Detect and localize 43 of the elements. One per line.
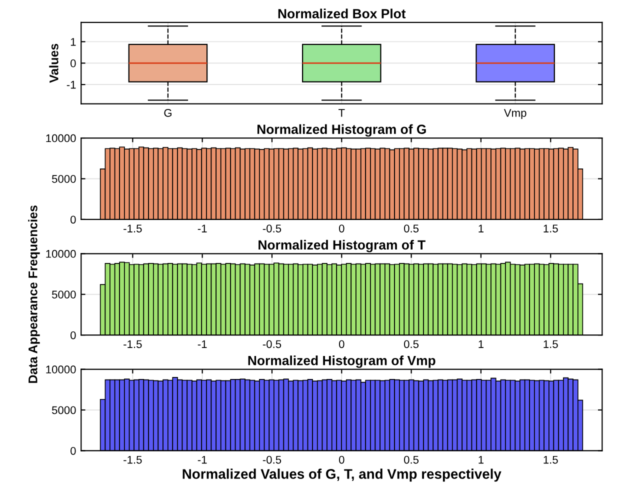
x-tick-label: -1.5: [124, 456, 142, 464]
x-tick-label: 0: [338, 224, 344, 232]
x-tick-label: Vmp: [504, 109, 526, 120]
y-tick-label: 5000: [52, 175, 76, 183]
y-tick-label: 10000: [46, 250, 76, 258]
x-tick-label: T: [338, 109, 345, 117]
x-tick-label: -1.5: [124, 340, 142, 348]
x-tick-label: -1.5: [124, 224, 142, 232]
x-tick-label: 0: [338, 456, 344, 464]
x-tick-label: -1: [198, 456, 207, 464]
x-tick-label: -0.5: [262, 456, 282, 464]
x-tick-label: -0.5: [262, 224, 282, 232]
x-tick-label: G: [164, 108, 172, 117]
x-tick-label: 1: [478, 456, 484, 464]
y-tick-label: 1: [70, 38, 76, 46]
x-tick-label: -1: [198, 224, 207, 232]
y-tick-label: 0: [70, 216, 76, 224]
y-tick-label: 5000: [52, 406, 76, 414]
x-tick-label: 1: [478, 224, 484, 232]
x-tick-label: 1.5: [544, 224, 558, 232]
y-axis-title: Data Appearance Frequencies: [28, 205, 40, 383]
x-axis-title: Normalized Values of G, T, and Vmp respectively: [182, 468, 502, 482]
x-tick-label: 0.5: [404, 456, 419, 464]
y-axis-title: Values: [49, 44, 58, 83]
y-tick-label: 10000: [46, 366, 76, 374]
y-tick-label: 10000: [46, 134, 76, 142]
x-tick-label: 1.5: [544, 456, 558, 464]
x-tick-label: -1: [198, 340, 207, 348]
y-tick-label: 0: [70, 331, 76, 340]
chart-title: Normalized Box Plot: [278, 8, 406, 18]
y-tick-label: 5000: [52, 290, 76, 298]
chart-title: Normalized Histogram of G: [257, 124, 426, 137]
x-tick-label: 1.5: [544, 340, 558, 348]
x-tick-label: 0.5: [404, 224, 419, 232]
chart-title: Normalized Histogram of T: [258, 240, 426, 252]
chart-title: Normalized Histogram of Vmp: [248, 356, 436, 368]
x-tick-label: -0.5: [262, 340, 282, 348]
x-tick-label: 0: [338, 340, 344, 348]
y-tick-label: 0: [70, 446, 76, 455]
x-tick-label: 0.5: [404, 340, 419, 348]
y-tick-label: -1: [66, 80, 76, 89]
y-tick-label: 0: [70, 59, 76, 68]
x-tick-label: 1: [478, 340, 484, 348]
